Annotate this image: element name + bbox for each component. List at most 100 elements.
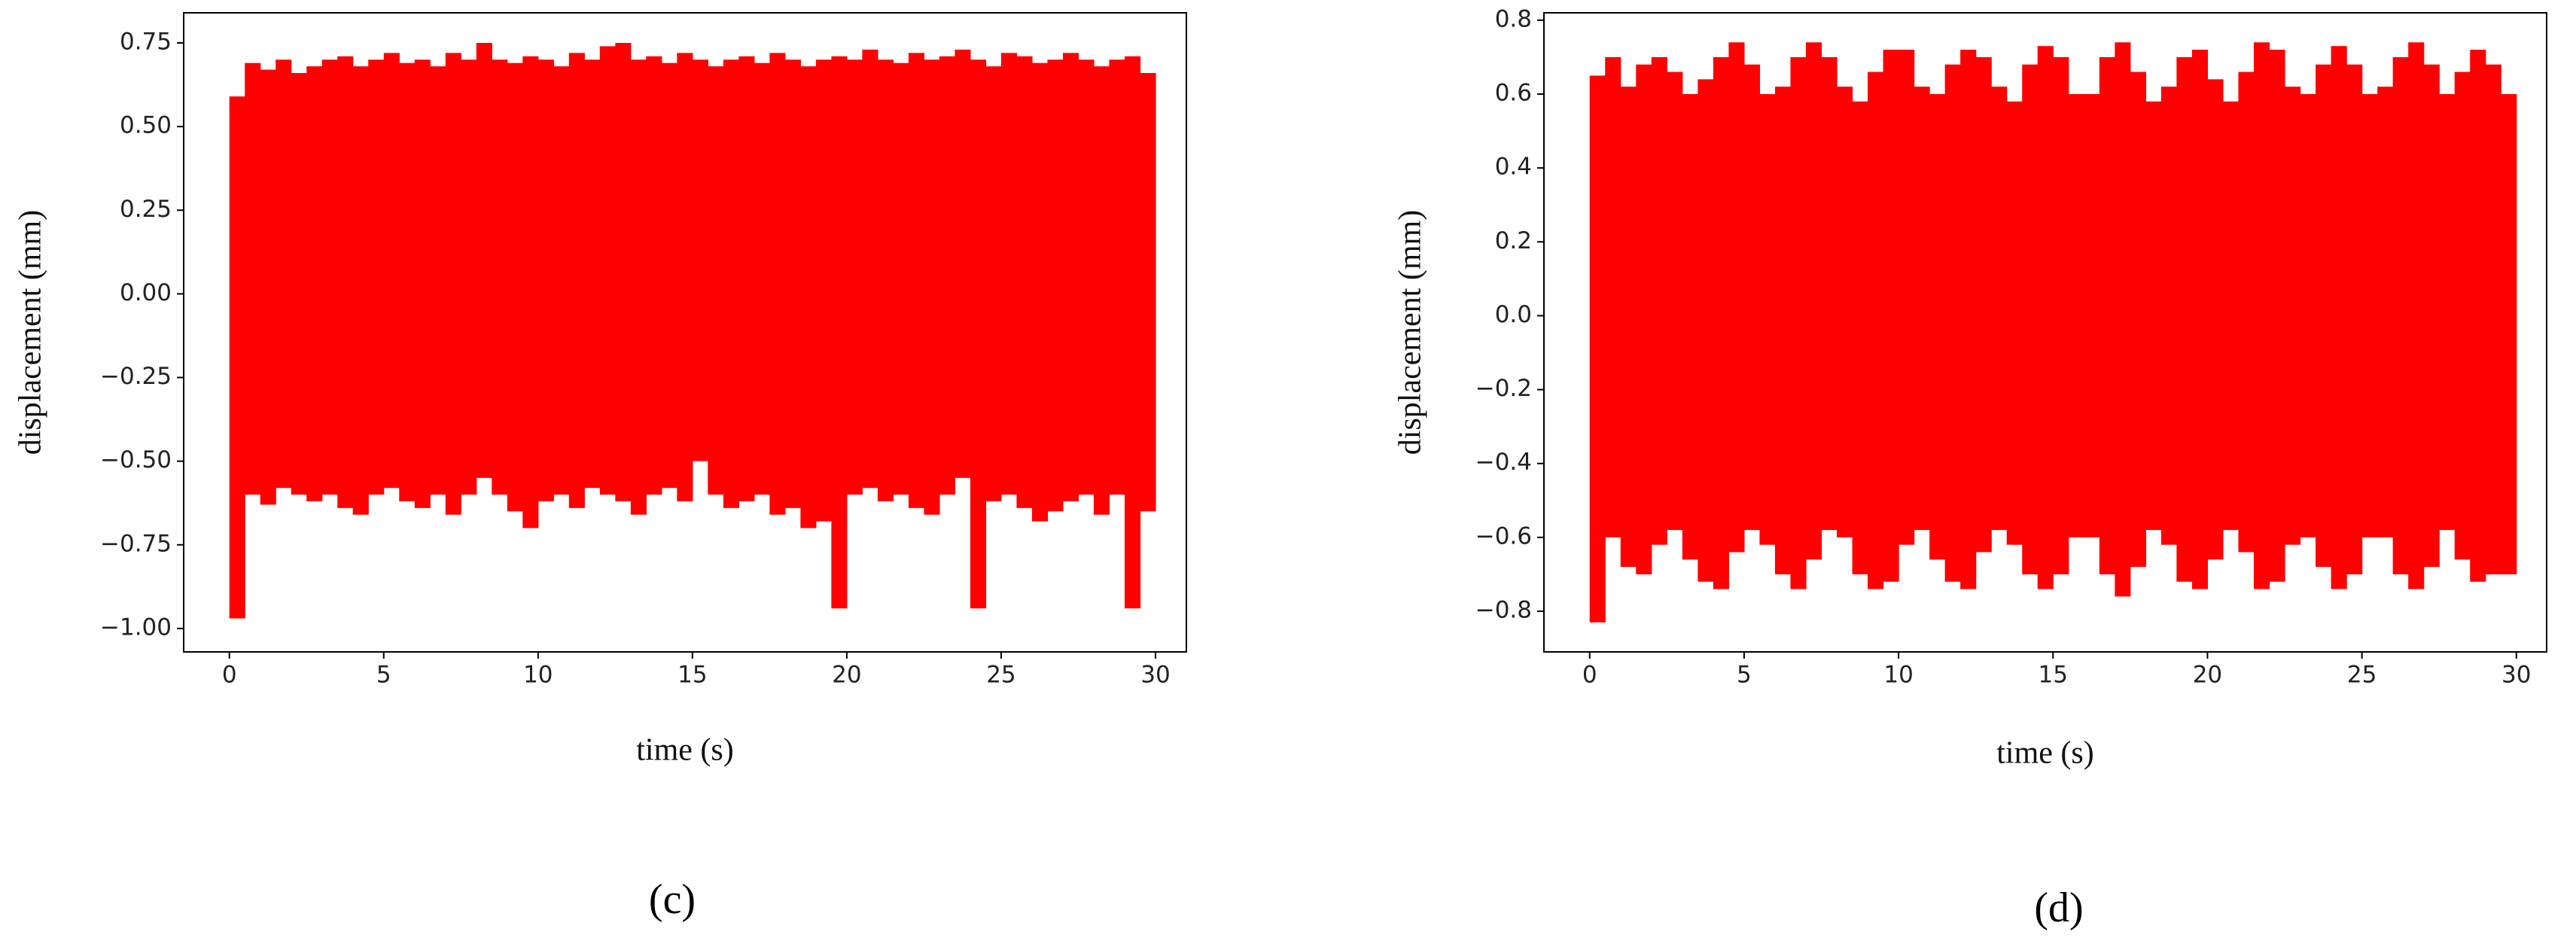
signal-band <box>2316 64 2332 568</box>
signal-band <box>1062 53 1079 501</box>
y-tick-label: 0.00 <box>120 279 172 306</box>
signal-band <box>291 73 307 495</box>
signal-band <box>2145 101 2162 531</box>
signal-band <box>1698 79 1714 582</box>
x-axis-label: time (s) <box>636 733 733 768</box>
signal-band <box>2191 50 2209 589</box>
signal-band <box>260 69 276 505</box>
x-tick-label: 20 <box>2193 662 2222 689</box>
signal-band <box>2253 42 2270 589</box>
signal-band <box>615 43 632 501</box>
signal-band <box>1651 56 1667 545</box>
signal-band <box>1031 62 1049 522</box>
signal-band <box>1093 66 1110 515</box>
y-tick-label: −0.4 <box>1475 449 1532 476</box>
signal-band <box>2470 50 2486 582</box>
y-tick-label: 0.2 <box>1495 227 1532 254</box>
y-tick-label: −0.6 <box>1475 522 1532 550</box>
y-tick-label: 0.75 <box>120 29 172 56</box>
x-tick-label: 0 <box>1582 662 1597 689</box>
signal-band <box>815 59 832 522</box>
signal-band <box>1000 53 1018 495</box>
signal-band <box>2053 56 2069 574</box>
y-tick-label: −0.2 <box>1475 375 1532 402</box>
signal-band <box>1899 50 1915 545</box>
signal-band <box>1078 59 1095 495</box>
signal-band <box>2160 87 2177 545</box>
signal-band <box>2454 72 2471 560</box>
signal-band <box>2285 87 2301 545</box>
x-tick-label: 30 <box>2501 662 2531 689</box>
signal-band <box>507 62 523 512</box>
signal-band <box>1124 56 1141 609</box>
x-tick-label: 15 <box>2039 662 2068 689</box>
signal-band <box>1790 56 1807 589</box>
x-tick-label: 10 <box>1883 662 1913 689</box>
signal-band <box>1944 64 1961 582</box>
y-tick-label: 0.6 <box>1495 79 1532 106</box>
signal-band <box>862 49 878 489</box>
signal-band <box>321 59 338 495</box>
signal-band <box>677 53 693 501</box>
signal-band <box>2037 46 2054 589</box>
signal-band <box>970 59 987 609</box>
signal-band <box>1852 101 1868 574</box>
x-axis-label: time (s) <box>1996 736 2093 771</box>
y-tick-label: −0.25 <box>100 363 172 390</box>
signal-band <box>2130 72 2146 568</box>
signal-band <box>584 59 601 489</box>
signal-band <box>2238 72 2255 553</box>
signal-band <box>1605 56 1621 537</box>
signal-band <box>1728 42 1745 553</box>
signal-band <box>245 62 261 495</box>
signal-band <box>1636 64 1652 574</box>
signal-band <box>537 59 554 501</box>
signal-band <box>2331 46 2347 589</box>
panel-label: (d) <box>2034 885 2083 931</box>
x-tick-label: 5 <box>376 662 391 689</box>
signal-band <box>1759 93 1776 545</box>
signal-band <box>1975 56 1992 553</box>
signal-band <box>646 56 662 495</box>
signal-band <box>1821 56 1838 531</box>
signal-band <box>553 66 570 495</box>
signal-band <box>908 53 925 508</box>
signal-band <box>461 59 477 495</box>
y-axis-label: displacement (mm) <box>14 210 48 455</box>
signal-band <box>893 62 909 495</box>
signal-band <box>2222 101 2240 531</box>
signal-band <box>831 56 848 609</box>
signal-band <box>846 59 863 495</box>
signal-band <box>1868 72 1884 589</box>
signal-band <box>939 56 956 495</box>
signal-band <box>754 62 770 495</box>
signal-band <box>2269 50 2285 582</box>
signal-band <box>2346 64 2363 574</box>
signal-band <box>2377 87 2394 537</box>
signal-band <box>708 66 724 495</box>
signal-band <box>1960 50 1977 589</box>
signal-band <box>1620 87 1637 568</box>
signal-band <box>2176 56 2193 582</box>
y-tick-label: −1.00 <box>100 614 172 641</box>
signal-band <box>2408 42 2425 589</box>
signal-band <box>352 66 369 515</box>
signal-band <box>692 59 708 461</box>
y-tick-label: −0.8 <box>1475 597 1532 624</box>
signal-band <box>1047 59 1064 512</box>
x-tick-label: 25 <box>2347 662 2377 689</box>
signal-band <box>2361 93 2378 537</box>
signal-band <box>2006 101 2023 545</box>
y-axis-label: displacement (mm) <box>1393 210 1428 455</box>
signal-band <box>445 53 461 515</box>
x-tick-label: 30 <box>1140 662 1170 689</box>
signal-band <box>368 59 385 495</box>
signal-band <box>568 53 585 508</box>
x-tick-label: 20 <box>832 662 861 689</box>
signal-band <box>1805 42 1822 560</box>
y-tick-label: 0.25 <box>120 196 172 223</box>
signal-band <box>276 59 292 489</box>
signal-band <box>1140 73 1156 512</box>
signal-band <box>877 59 894 501</box>
signal-band <box>723 59 739 508</box>
